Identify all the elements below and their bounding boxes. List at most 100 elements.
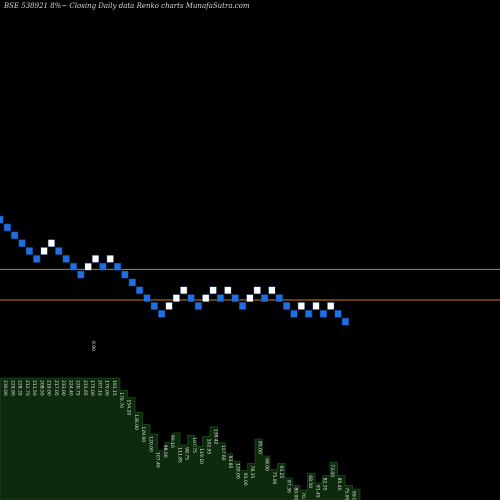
value-label: 82.35 <box>322 478 328 491</box>
renko-brick-up <box>106 255 114 263</box>
renko-brick-down <box>99 262 107 271</box>
renko-brick-up <box>268 286 276 295</box>
value-label: 207.10 <box>96 380 102 396</box>
renko-brick-down <box>18 239 26 248</box>
renko-brick-up <box>253 286 261 295</box>
bricks-group <box>0 215 350 326</box>
renko-brick-down <box>305 309 313 318</box>
renko-brick-down <box>231 294 239 302</box>
renko-brick-down <box>260 294 269 302</box>
value-label: 98.75 <box>184 447 190 460</box>
value-label: 212.70 <box>24 380 30 396</box>
renko-brick-down <box>113 262 122 271</box>
value-label: 230.00 <box>2 380 8 396</box>
renko-brick-up <box>84 262 92 271</box>
value-label: 111.85 <box>176 447 182 463</box>
renko-brick-down <box>187 294 195 302</box>
value-label: 170.00 <box>104 380 110 396</box>
renko-brick-down <box>25 247 33 255</box>
value-label: 219.00 <box>46 380 52 396</box>
value-label: 69.00 <box>351 491 357 500</box>
renko-brick-up <box>246 294 254 302</box>
value-label: 68.00 <box>264 458 270 471</box>
renko-brick-down <box>319 309 327 318</box>
renko-brick-down <box>143 294 151 302</box>
value-label: 136.00 <box>133 414 139 430</box>
value-label: 98.00 <box>162 445 168 458</box>
renko-brick-up <box>327 302 335 310</box>
chart-title: BSE 538921 8%~ Closing Daily data Renko … <box>4 2 250 10</box>
value-label: 233.00 <box>60 380 66 396</box>
value-label: 87.36 <box>285 480 291 493</box>
renko-brick-down <box>128 278 136 287</box>
renko-brick-down <box>33 255 41 263</box>
value-label: 211.50 <box>31 380 37 396</box>
value-label: 217.05 <box>53 380 59 396</box>
renko-brick-up <box>40 247 48 255</box>
value-label: 80.00 <box>293 487 299 500</box>
value-label: 119.10 <box>198 448 204 464</box>
value-label: 224.40 <box>67 380 73 396</box>
value-label: 117.60 <box>220 445 226 461</box>
renko-brick-down <box>216 294 225 302</box>
renko-brick-up <box>165 302 173 310</box>
renko-brick-down <box>69 262 78 271</box>
renko-brick-down <box>194 302 203 310</box>
renko-brick-up <box>47 239 56 248</box>
value-label: 229.90 <box>9 380 15 396</box>
renko-brick-up <box>224 286 232 295</box>
renko-brick-down <box>158 309 166 318</box>
value-label: 75.00 <box>344 487 350 500</box>
renko-brick-up <box>297 302 305 310</box>
renko-brick-down <box>290 309 298 318</box>
value-label: 228.35 <box>17 380 23 396</box>
value-label: 136.42 <box>213 429 219 445</box>
renko-brick-up <box>209 286 217 295</box>
value-label: 68.50 <box>307 475 313 488</box>
renko-brick-down <box>334 309 342 318</box>
value-label: 73.00 <box>329 464 335 477</box>
value-labels-group: 230.00 229.90 228.35 212.70 211.50 208.50 219.… <box>2 341 364 500</box>
renko-brick-down <box>121 270 129 279</box>
value-label: 179.70 <box>118 392 124 408</box>
value-label: 120.00 <box>147 436 153 452</box>
renko-brick-down <box>283 302 291 310</box>
renko-brick-up <box>202 294 210 302</box>
value-label: 220.75 <box>75 380 81 396</box>
value-label: 231.65 <box>82 380 88 396</box>
value-label: 78.35 <box>249 465 255 478</box>
renko-brick-down <box>62 255 70 263</box>
value-label: 93.25 <box>278 465 284 478</box>
renko-brick-down <box>238 302 247 310</box>
value-label: 107.40 <box>155 452 161 468</box>
renko-brick-down <box>136 286 144 295</box>
value-label: 208.50 <box>38 380 44 396</box>
value-label: 75.00 <box>271 472 277 485</box>
value-label: 91.00 <box>242 473 248 486</box>
value-label: 191.15 <box>111 380 117 396</box>
value-label: 90.10 <box>169 435 175 448</box>
renko-brick-down <box>55 247 63 255</box>
renko-brick-down <box>77 270 85 279</box>
value-label: 85.40 <box>336 478 342 491</box>
renko-brick-down <box>0 215 4 224</box>
value-label: 85.00 <box>256 441 262 454</box>
value-label: 93.85 <box>227 456 233 469</box>
renko-brick-up <box>180 286 188 295</box>
renko-brick-up <box>172 294 180 302</box>
renko-brick-down <box>11 231 19 240</box>
value-label: 120.00 <box>235 463 241 479</box>
value-label: 129.00 <box>140 426 146 442</box>
volume-area-group <box>0 377 361 500</box>
value-label: 107.75 <box>191 437 197 453</box>
value-label: 175.00 <box>89 380 95 396</box>
renko-brick-up <box>91 255 100 263</box>
value-label: 154.20 <box>126 400 132 416</box>
top-marker-label: 6.90 <box>90 341 96 351</box>
value-label: 102.95 <box>205 439 211 455</box>
renko-brick-down <box>3 223 11 232</box>
renko-brick-down <box>150 302 158 310</box>
renko-brick-up <box>312 302 320 310</box>
